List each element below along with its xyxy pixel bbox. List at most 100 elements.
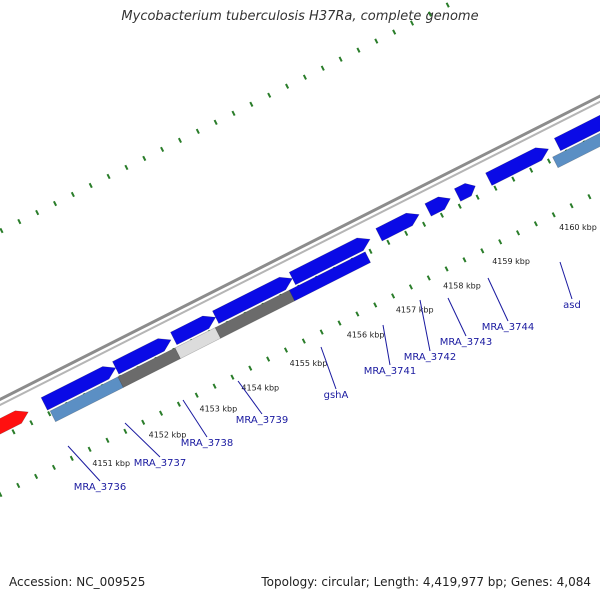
outer-tick-dot [53, 200, 58, 207]
gene-label: gshA [324, 390, 349, 401]
outer-tick-dot [213, 119, 218, 125]
map-title: Mycobacterium tuberculosis H37Ra, comple… [121, 9, 479, 24]
middle-tick-dot [493, 185, 498, 191]
red-gene-arrow [0, 410, 29, 435]
forward-gene-arrow [170, 315, 217, 346]
backbone-inner-line [0, 100, 600, 407]
outer-tick-dot [106, 173, 111, 180]
gene-labels: MRA_3736 MRA_3737 MRA_3738 MRA_3739 gshA MRA_… [67, 261, 581, 493]
forward-gene-block [288, 251, 371, 302]
forward-gene-arrow [288, 237, 371, 286]
gene-label: MRA_3744 [482, 322, 534, 333]
reverse-gene-block [552, 132, 600, 169]
outer-tick-dot [409, 20, 415, 26]
kbp-tick-label: 4152 kbp [149, 430, 187, 439]
kbp-tick-label: 4151 kbp [92, 459, 130, 468]
inner-tick-dot [587, 194, 592, 200]
inner-tick-dot [373, 302, 378, 308]
middle-tick-dot [404, 230, 409, 236]
outer-tick-dot [320, 65, 325, 71]
middle-tick-dot [457, 203, 462, 209]
outer-tick-dot [267, 92, 272, 98]
outer-tick-dot [427, 11, 432, 17]
forward-gene-arrow [40, 366, 117, 411]
gene-label: MRA_3743 [440, 337, 492, 348]
outer-tick-dot [195, 128, 200, 135]
outer-tick-dot [17, 218, 22, 225]
gene-label-leader [382, 324, 391, 366]
inner-tick-dot [176, 401, 181, 407]
outer-tick-dot [445, 2, 450, 8]
inner-tick-dot [444, 266, 449, 272]
inner-tick-dot [105, 437, 110, 443]
middle-tick-dot [47, 411, 52, 417]
genome-backbone [0, 94, 600, 407]
middle-tick-dot [422, 221, 427, 227]
forward-gene-arrow [112, 338, 172, 375]
outer-tick-dot [35, 209, 40, 216]
gene-features [0, 114, 600, 435]
gene-label-leader [487, 277, 509, 322]
outer-tick-dot [160, 146, 165, 153]
inner-tick-dot [516, 230, 521, 236]
gene-label: MRA_3741 [364, 366, 416, 377]
inner-tick-dot [551, 212, 556, 218]
gene-label-leader [67, 445, 101, 482]
kbp-tick-label: 4156 kbp [347, 330, 385, 339]
outer-tick-dot [0, 227, 4, 234]
inner-tick-dot [123, 428, 128, 434]
middle-tick-dot [29, 420, 34, 426]
forward-gene-arrow [453, 183, 476, 202]
gene-label-leader [559, 261, 573, 300]
inner-tick-dot [194, 392, 199, 398]
forward-gene-arrow [485, 147, 550, 186]
kbp-tick-label: 4159 kbp [492, 257, 530, 266]
middle-tick-dot [529, 167, 534, 173]
middle-tick-dot [546, 158, 552, 164]
middle-tick-dot [475, 194, 480, 200]
gene-label-leader [320, 346, 337, 390]
inner-tick-dot [337, 320, 342, 326]
inner-tick-dot [533, 221, 538, 227]
forward-gene-arrow [424, 196, 451, 217]
outer-tick-dot [124, 164, 129, 171]
kbp-tick-label: 4154 kbp [241, 384, 279, 393]
outer-tick-dot [285, 83, 290, 89]
gene-label-leader [182, 399, 208, 438]
outer-tick-dot [231, 110, 236, 116]
gene-label-leader [237, 380, 263, 415]
forward-gene-arrow [553, 114, 600, 152]
inner-tick-dot [426, 275, 431, 281]
gene-label-leader [124, 422, 161, 458]
gene-label: MRA_3737 [134, 458, 186, 469]
gene-label: MRA_3738 [181, 438, 233, 449]
inner-tick-dot [69, 455, 74, 462]
outer-tick-dot [249, 101, 254, 107]
gene-label: MRA_3739 [236, 415, 288, 426]
inner-tick-dot [408, 284, 413, 290]
inner-tick-dot [462, 257, 467, 263]
inner-tick-dot [141, 419, 146, 425]
outer-tick-dot [88, 182, 93, 189]
inner-tick-dot [569, 203, 574, 209]
outer-tick-dot [392, 29, 397, 35]
inner-tick-dot [283, 347, 289, 353]
middle-tick-dot [368, 248, 373, 255]
inner-tick-dot [498, 239, 503, 245]
gene-label: MRA_3736 [74, 482, 126, 493]
middle-tick-dot [386, 239, 391, 245]
forward-gene-arrow [375, 212, 420, 242]
genome-summary-text: Topology: circular; Length: 4,419,977 bp… [261, 575, 591, 589]
kbp-tick-label: 4160 kbp [559, 223, 597, 232]
inner-tick-dot [34, 473, 39, 480]
accession-text: Accession: NC_009525 [9, 575, 146, 589]
inner-tick-dot [248, 365, 253, 371]
inner-tick-dot [319, 329, 324, 335]
outer-tick-dot [177, 137, 182, 144]
outer-tick-dot [374, 38, 379, 44]
middle-tick-dot [439, 212, 444, 218]
inner-tick-dot [301, 338, 306, 344]
inner-tick-dot [51, 464, 56, 471]
middle-tick-dot [11, 429, 16, 435]
kbp-tick-labels: 4151 kbp 4152 kbp 4153 kbp 4154 kbp 4155 kbp… [92, 223, 596, 468]
